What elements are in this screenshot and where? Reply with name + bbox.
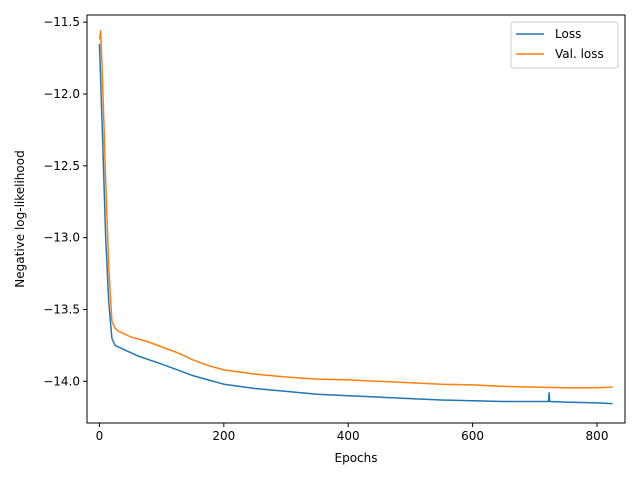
legend-label: Loss: [555, 27, 581, 41]
x-tick-label: 600: [461, 429, 484, 443]
plot-area: [98, 30, 613, 405]
y-tick-label: −12.0: [43, 87, 80, 101]
y-tick-label: −11.5: [43, 15, 80, 29]
x-axis: 0 200 400 600 800: [96, 423, 609, 443]
y-tick-label: −13.0: [43, 231, 80, 245]
x-axis-label: Epochs: [335, 451, 378, 465]
x-tick-label: 200: [212, 429, 235, 443]
y-axis: −11.5 −12.0 −12.5 −13.0 −13.5 −14.0: [43, 15, 87, 388]
series-line-val-loss: [98, 30, 613, 389]
y-axis-label: Negative log-likelihood: [13, 150, 27, 287]
legend-label: Val. loss: [555, 47, 604, 61]
y-tick-label: −12.5: [43, 159, 80, 173]
x-tick-label: 0: [96, 429, 104, 443]
y-tick-label: −13.5: [43, 303, 80, 317]
y-tick-label: −14.0: [43, 374, 80, 388]
x-tick-label: 800: [586, 429, 609, 443]
series-line-loss: [98, 43, 613, 405]
axes-frame: [86, 14, 626, 424]
x-tick-label: 400: [337, 429, 360, 443]
legend: Loss Val. loss: [510, 21, 619, 69]
